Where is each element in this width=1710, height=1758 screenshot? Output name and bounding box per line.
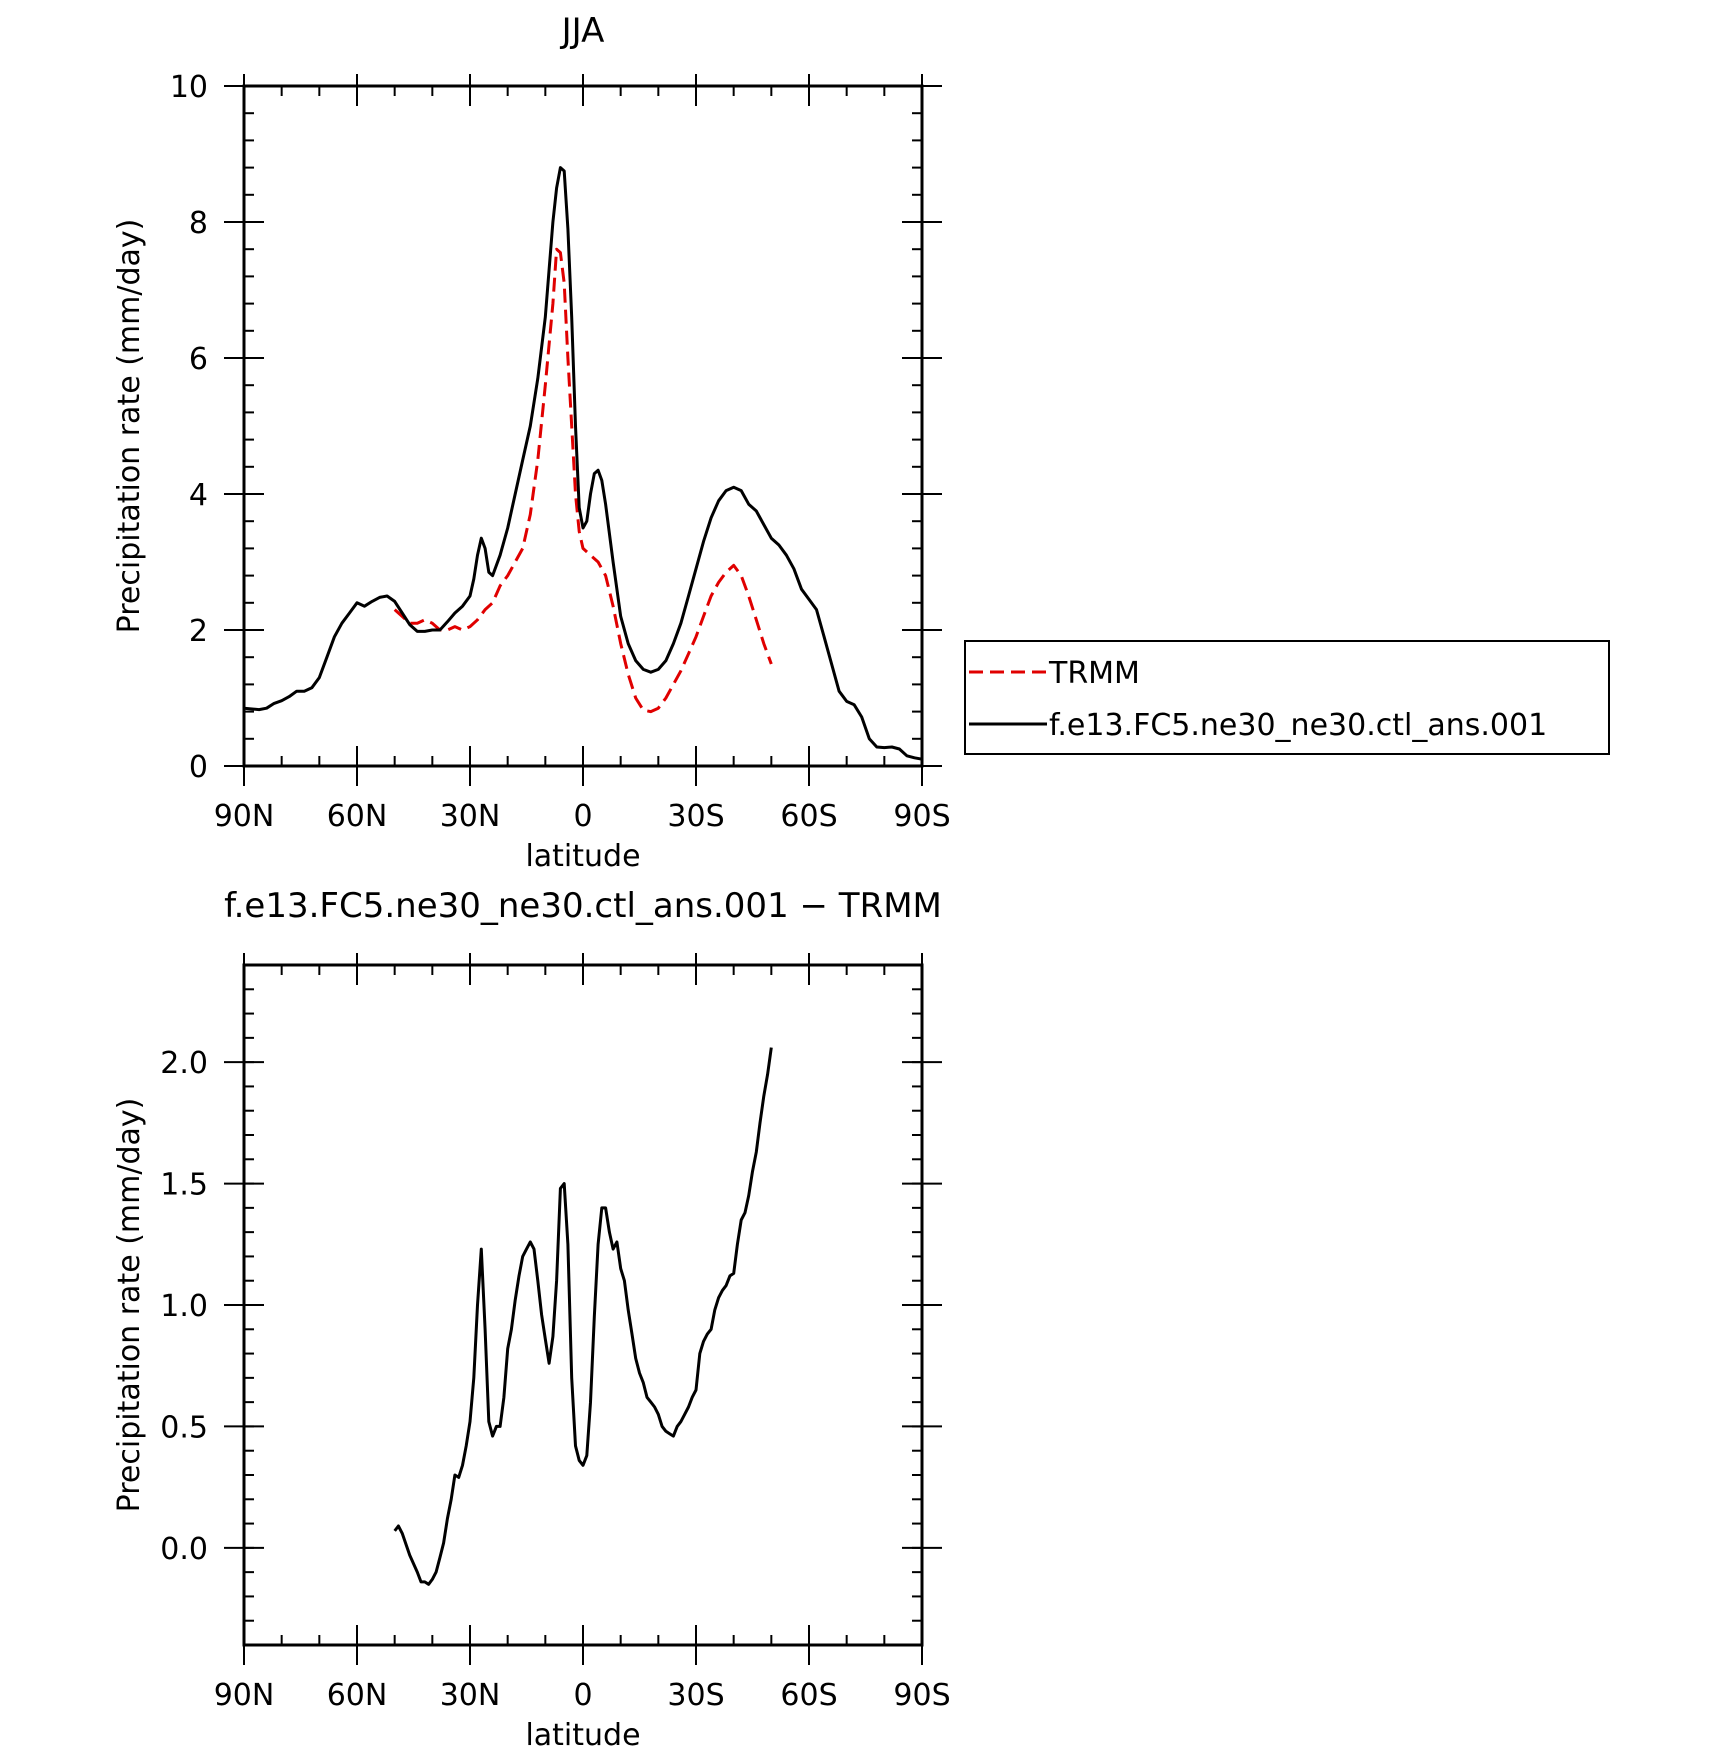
x-tick-label: 60S [780, 799, 837, 834]
legend-entry: TRMM [1048, 656, 1140, 691]
x-tick-label: 60S [780, 1678, 837, 1713]
x-tick-label: 90S [893, 799, 950, 834]
x-tick-label: 0 [573, 799, 592, 834]
series-line-1 [393, 1047, 773, 1586]
y-tick-label: 2 [189, 614, 208, 649]
series-line-1 [393, 247, 773, 714]
plot-frame [242, 84, 924, 768]
y-tick-label: 8 [189, 206, 208, 241]
x-tick-label: 60N [327, 1678, 388, 1713]
x-tick-label: 30N [440, 799, 501, 834]
legend-entry: f.e13.FC5.ne30_ne30.ctl_ans.001 [1049, 708, 1547, 743]
y-axis-label: Precipitation rate (mm/day) [112, 1098, 147, 1513]
y-tick-label: 4 [189, 478, 208, 513]
plot-frame [242, 963, 924, 1647]
x-tick-label: 0 [573, 1678, 592, 1713]
chart-panel-2: f.e13.FC5.ne30_ne30.ctl_ans.001 − TRMM 90… [112, 886, 951, 1753]
x-tick-label: 30S [667, 799, 724, 834]
x-tick-label: 90S [893, 1678, 950, 1713]
y-tick-label: 1.5 [160, 1168, 208, 1203]
legend-box [964, 640, 1610, 755]
chart-panel-1: JJA 90N 60N 30N 0 30S 60S 90S 0 2 4 6 8 10 latitude Pre… [112, 11, 1610, 874]
chart-title: f.e13.FC5.ne30_ne30.ctl_ans.001 − TRMM [224, 886, 942, 926]
x-axis-label: latitude [525, 839, 640, 874]
x-tick-label: 90N [214, 799, 275, 834]
y-tick-label: 6 [189, 342, 208, 377]
y-tick-label: 10 [170, 70, 208, 105]
legend: TRMM f.e13.FC5.ne30_ne30.ctl_ans.001 [964, 640, 1610, 755]
x-tick-label: 60N [327, 799, 388, 834]
x-tick-label: 90N [214, 1678, 275, 1713]
x-tick-label: 30S [667, 1678, 724, 1713]
x-tick-label: 30N [440, 1678, 501, 1713]
y-tick-label: 0.0 [160, 1532, 208, 1567]
y-tick-label: 0 [189, 750, 208, 785]
y-tick-label: 0.5 [160, 1410, 208, 1445]
y-tick-label: 1.0 [160, 1289, 208, 1324]
chart-title: JJA [560, 11, 605, 51]
y-axis-label: Precipitation rate (mm/day) [112, 219, 147, 634]
y-tick-label: 2.0 [160, 1046, 208, 1081]
x-axis-label: latitude [525, 1718, 640, 1753]
series-line-2 [243, 166, 923, 761]
